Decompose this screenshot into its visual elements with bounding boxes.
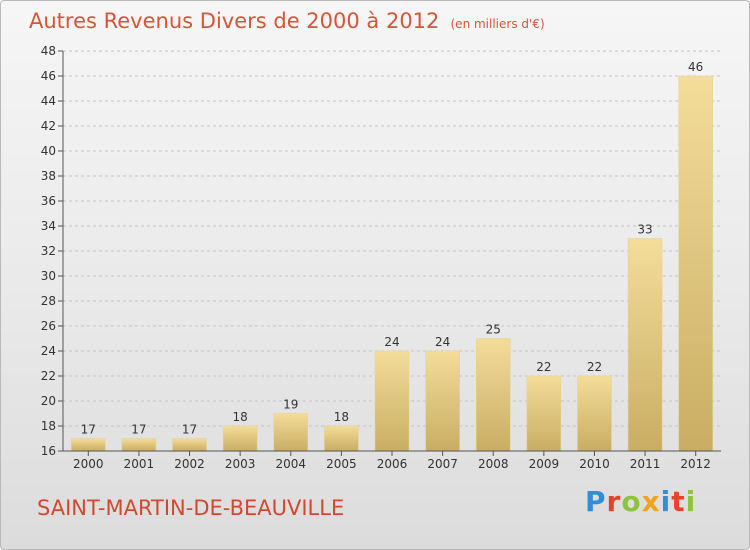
y-tick-label: 32 (41, 244, 56, 258)
x-tick-label: 2012 (680, 457, 711, 471)
y-tick-label: 34 (41, 219, 56, 233)
bar-value-label: 22 (587, 360, 602, 374)
y-tick-label: 40 (41, 144, 56, 158)
bar-value-label: 18 (334, 410, 349, 424)
y-tick-label: 30 (41, 269, 56, 283)
location-name: SAINT-MARTIN-DE-BEAUVILLE (37, 496, 345, 520)
brand-letter: o (621, 485, 642, 518)
bar (475, 338, 511, 452)
chart-title-main: Autres Revenus Divers de 2000 à 2012 (29, 9, 440, 33)
brand-letter: x (641, 485, 661, 518)
brand-letter: t (671, 485, 686, 518)
bar-value-label: 25 (486, 323, 501, 337)
bar (526, 375, 562, 452)
brand-letter: i (660, 485, 672, 518)
bar-value-label: 17 (81, 423, 96, 437)
bar-value-label: 33 (637, 223, 652, 237)
x-tick-label: 2004 (275, 457, 306, 471)
y-tick-label: 44 (41, 94, 56, 108)
x-tick-label: 2000 (73, 457, 104, 471)
bar (172, 438, 207, 452)
x-tick-label: 2001 (124, 457, 155, 471)
bar (374, 350, 410, 452)
x-tick-label: 2007 (427, 457, 458, 471)
bar (273, 413, 309, 452)
x-tick-label: 2010 (579, 457, 610, 471)
y-tick-label: 16 (41, 444, 56, 458)
y-tick-label: 38 (41, 169, 56, 183)
x-tick-label: 2011 (630, 457, 661, 471)
bar-value-label: 24 (384, 335, 399, 349)
x-tick-label: 2002 (174, 457, 205, 471)
proxiti-logo: Proxiti (585, 485, 696, 518)
bar-value-label: 46 (688, 60, 703, 74)
y-tick-label: 46 (41, 69, 56, 83)
brand-letter: r (606, 485, 622, 518)
bar-value-label: 17 (131, 423, 146, 437)
bar (324, 425, 359, 452)
x-tick-label: 2008 (478, 457, 509, 471)
x-tick-label: 2003 (225, 457, 256, 471)
x-tick-label: 2006 (377, 457, 408, 471)
y-tick-label: 22 (41, 369, 56, 383)
y-tick-label: 28 (41, 294, 56, 308)
bar-value-label: 17 (182, 423, 197, 437)
bar (425, 350, 460, 452)
x-tick-label: 2005 (326, 457, 357, 471)
bar-value-label: 18 (233, 410, 248, 424)
axes: 16 18 20 22 24 26 28 30 32 34 36 38 40 42 44 46 48 2000 20… (41, 44, 721, 471)
bar (71, 438, 106, 452)
bar (121, 438, 157, 452)
bar-value-label: 22 (536, 360, 551, 374)
bar-value-label: 24 (435, 335, 450, 349)
bar (577, 375, 612, 452)
y-tick-label: 20 (41, 394, 56, 408)
brand-letter: P (585, 485, 607, 518)
bar (678, 75, 713, 452)
y-tick-label: 24 (41, 344, 56, 358)
brand-letter: i (685, 485, 697, 518)
y-tick-label: 18 (41, 419, 56, 433)
data-labels: 17 17 17 18 19 18 24 24 25 22 22 33 46 (81, 60, 704, 437)
chart-title: Autres Revenus Divers de 2000 à 2012 (en… (29, 9, 545, 33)
chart-title-unit: (en milliers d'€) (450, 17, 545, 31)
bar-value-label: 19 (283, 398, 298, 412)
bar (627, 238, 663, 452)
x-tick-label: 2009 (529, 457, 560, 471)
y-tick-label: 42 (41, 119, 56, 133)
bar (222, 425, 258, 452)
y-tick-label: 48 (41, 44, 56, 58)
y-tick-label: 36 (41, 194, 56, 208)
bars (71, 75, 713, 452)
y-tick-label: 26 (41, 319, 56, 333)
